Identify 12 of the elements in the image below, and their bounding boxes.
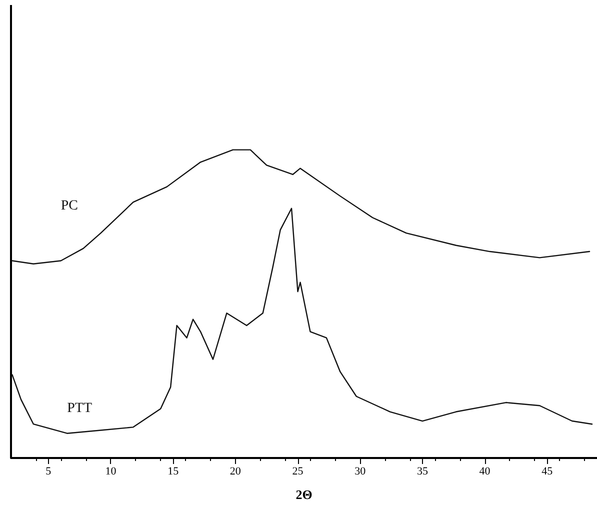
x-tick-label: 20 [230,466,242,478]
x-tick-label: 15 [168,466,180,478]
text: PC [60,198,78,214]
series-label: PTT [67,400,92,416]
x-tick-label: 25 [292,466,304,478]
x-tick-label: 30 [354,466,366,478]
x-tick-label: 5 [46,466,52,478]
x-tick-label: 10 [105,466,117,478]
x-axis-title: 2Θ [296,487,312,502]
x-tick-label: 35 [416,466,428,478]
x-tick-label: 45 [542,466,554,478]
x-tick-label: 40 [479,466,491,478]
